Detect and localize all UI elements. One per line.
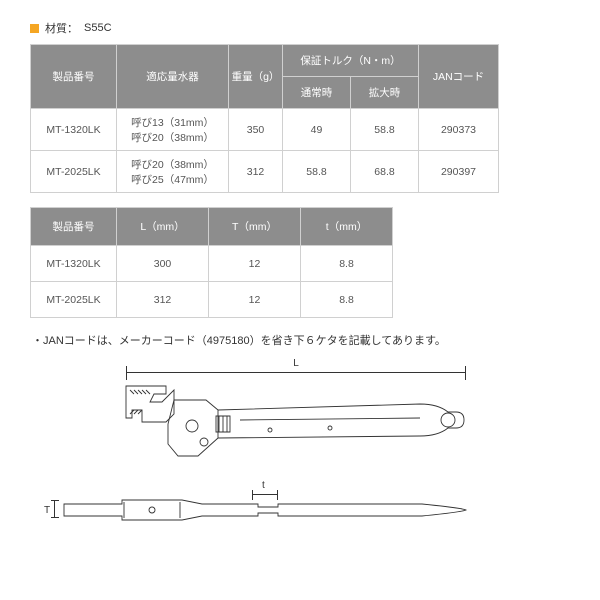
cell-torque-expanded: 58.8: [351, 109, 419, 151]
dim-label-L: L: [126, 358, 466, 369]
th-T: T（mm）: [209, 208, 301, 246]
th-meter: 適応量水器: [117, 45, 229, 109]
table-row: MT-1320LK 300 12 8.8: [31, 246, 393, 282]
material-line: 材質： S55C: [30, 20, 570, 36]
th-torque-normal: 通常時: [283, 77, 351, 109]
wrench-top-view-icon: [120, 380, 470, 472]
cell-weight: 312: [229, 151, 283, 193]
spec-table-2: 製品番号 L（mm） T（mm） t（mm） MT-1320LK 300 12 …: [30, 207, 393, 318]
cell-T: 12: [209, 282, 301, 318]
table-row: MT-2025LK 呼び20（38mm）呼び25（47mm） 312 58.8 …: [31, 151, 499, 193]
dimension-diagram: L t T: [30, 358, 550, 528]
table-row: MT-2025LK 312 12 8.8: [31, 282, 393, 318]
table-row: MT-1320LK 呼び13（31mm）呼び20（38mm） 350 49 58…: [31, 109, 499, 151]
cell-torque-normal: 58.8: [283, 151, 351, 193]
material-value: S55C: [84, 22, 112, 34]
cell-T: 12: [209, 246, 301, 282]
cell-torque-normal: 49: [283, 109, 351, 151]
th-product-no: 製品番号: [31, 208, 117, 246]
cell-weight: 350: [229, 109, 283, 151]
th-weight: 重量（g）: [229, 45, 283, 109]
cell-jan: 290397: [419, 151, 499, 193]
cell-meter: 呼び20（38mm）呼び25（47mm）: [117, 151, 229, 193]
cell-meter: 呼び13（31mm）呼び20（38mm）: [117, 109, 229, 151]
cell-product-no: MT-1320LK: [31, 109, 117, 151]
material-marker: [30, 24, 39, 33]
th-product-no: 製品番号: [31, 45, 117, 109]
cell-product-no: MT-2025LK: [31, 151, 117, 193]
th-torque-expanded: 拡大時: [351, 77, 419, 109]
cell-L: 300: [117, 246, 209, 282]
dim-line-L: [126, 372, 466, 373]
cell-torque-expanded: 68.8: [351, 151, 419, 193]
wrench-side-view-icon: [62, 498, 472, 522]
dim-label-t: t: [262, 480, 265, 491]
cell-product-no: MT-1320LK: [31, 246, 117, 282]
cell-t: 8.8: [301, 246, 393, 282]
jan-note: ・JANコードは、メーカーコード（4975180）を省き下６ケタを記載してありま…: [32, 332, 570, 348]
material-label: 材質：: [45, 20, 78, 36]
th-L: L（mm）: [117, 208, 209, 246]
th-torque-group: 保証トルク（N・m）: [283, 45, 419, 77]
dim-line-t: [252, 494, 278, 495]
cell-L: 312: [117, 282, 209, 318]
spec-table-1: 製品番号 適応量水器 重量（g） 保証トルク（N・m） JANコード 通常時 拡…: [30, 44, 499, 193]
cell-product-no: MT-2025LK: [31, 282, 117, 318]
th-t: t（mm）: [301, 208, 393, 246]
cell-t: 8.8: [301, 282, 393, 318]
cell-jan: 290373: [419, 109, 499, 151]
dim-label-T: T: [44, 505, 50, 516]
th-jan: JANコード: [419, 45, 499, 109]
